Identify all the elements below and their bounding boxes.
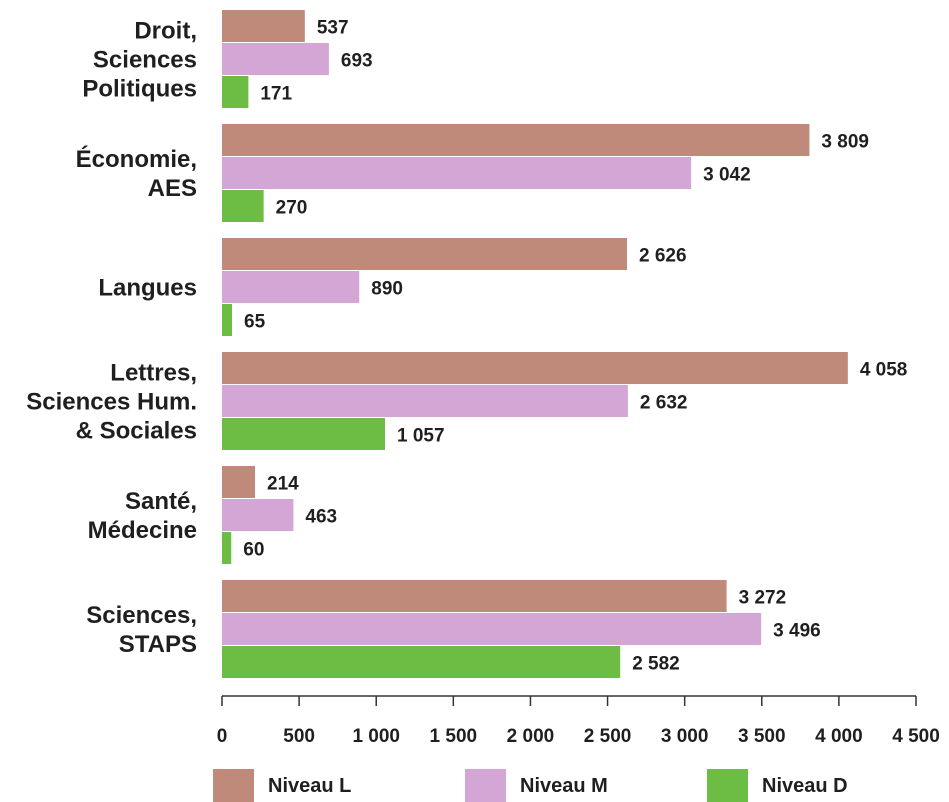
bar-niveau-d-2 bbox=[222, 304, 233, 336]
data-label: 2 582 bbox=[632, 654, 680, 675]
data-label: 214 bbox=[267, 474, 299, 495]
category-label: Sciences, STAPS bbox=[86, 602, 197, 658]
bar-niveau-m-1 bbox=[222, 157, 692, 189]
data-label: 3 496 bbox=[773, 621, 821, 642]
bar-niveau-l-5 bbox=[222, 580, 727, 612]
category-label: Économie, AES bbox=[76, 145, 197, 202]
data-label: 60 bbox=[243, 540, 264, 561]
data-label: 693 bbox=[341, 51, 373, 72]
legend-swatch-niveau-d bbox=[707, 769, 748, 802]
data-label: 3 042 bbox=[703, 165, 751, 186]
data-label: 3 809 bbox=[821, 132, 869, 153]
bar-niveau-l-2 bbox=[222, 238, 627, 270]
data-label: 1 057 bbox=[397, 426, 445, 447]
x-tick-label: 500 bbox=[283, 726, 315, 747]
x-tick-label: 1 500 bbox=[430, 726, 478, 747]
category-label: Langues bbox=[98, 275, 197, 302]
bar-niveau-m-3 bbox=[222, 385, 628, 417]
legend-swatch-niveau-l bbox=[213, 769, 254, 802]
legend: Niveau L Niveau M Niveau D bbox=[213, 769, 848, 802]
bar-niveau-d-5 bbox=[222, 646, 621, 678]
legend-swatch-niveau-m bbox=[465, 769, 506, 802]
bar-niveau-l-4 bbox=[222, 466, 256, 498]
data-label: 270 bbox=[276, 198, 308, 219]
bars-layer: 537 693 171 3 809 3 042 270 2 626 890 65 4 058 2 6… bbox=[222, 10, 907, 678]
legend-label-niveau-d: Niveau D bbox=[762, 775, 848, 797]
bar-niveau-l-1 bbox=[222, 124, 810, 156]
x-tick-label: 2 500 bbox=[584, 726, 632, 747]
category-label: Santé, Médecine bbox=[88, 488, 197, 544]
x-tick-label: 4 500 bbox=[892, 726, 940, 747]
x-tick-label: 3 500 bbox=[738, 726, 786, 747]
x-tick-label: 4 000 bbox=[815, 726, 863, 747]
data-label: 3 272 bbox=[739, 588, 787, 609]
x-tick-label: 1 000 bbox=[352, 726, 400, 747]
legend-label-niveau-l: Niveau L bbox=[268, 775, 351, 797]
category-label: Lettres, Sciences Hum. & Sociales bbox=[26, 360, 197, 445]
x-tick-label: 3 000 bbox=[661, 726, 709, 747]
bar-niveau-m-0 bbox=[222, 43, 329, 75]
data-label: 890 bbox=[371, 279, 403, 300]
data-label: 2 626 bbox=[639, 246, 687, 267]
bar-niveau-d-3 bbox=[222, 418, 386, 450]
x-tick-label: 2 000 bbox=[507, 726, 555, 747]
bar-niveau-l-3 bbox=[222, 352, 848, 384]
x-tick-label: 0 bbox=[217, 726, 228, 747]
legend-label-niveau-m: Niveau M bbox=[520, 775, 608, 797]
data-label: 4 058 bbox=[860, 360, 908, 381]
data-label: 463 bbox=[305, 507, 337, 528]
bar-niveau-m-5 bbox=[222, 613, 762, 645]
data-label: 65 bbox=[244, 312, 266, 333]
bar-niveau-d-0 bbox=[222, 76, 249, 108]
category-labels-layer: Droit, Sciences Politiques Économie, AES Lang… bbox=[26, 18, 197, 659]
data-label: 537 bbox=[317, 18, 349, 39]
data-label: 2 632 bbox=[640, 393, 688, 414]
bar-niveau-m-2 bbox=[222, 271, 360, 303]
category-label: Droit, Sciences Politiques bbox=[82, 18, 197, 103]
bar-niveau-m-4 bbox=[222, 499, 294, 531]
x-axis: 0 500 1 000 1 500 2 000 2 500 3 000 3 500 4 000 4… bbox=[217, 695, 940, 747]
bar-niveau-l-0 bbox=[222, 10, 305, 42]
bar-niveau-d-1 bbox=[222, 190, 264, 222]
data-label: 171 bbox=[260, 84, 292, 105]
bar-niveau-d-4 bbox=[222, 532, 232, 564]
